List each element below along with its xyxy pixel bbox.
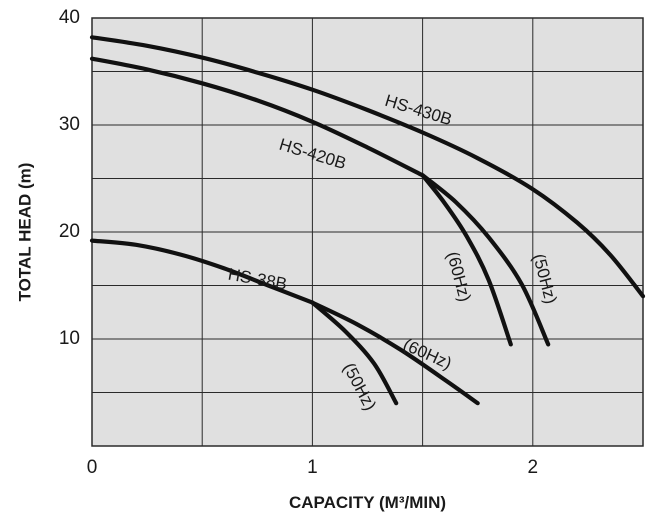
curve-6: [310, 300, 480, 406]
curve-4: [420, 173, 551, 347]
y-tick-label: 30: [59, 114, 80, 135]
y-tick-label: 10: [59, 328, 80, 349]
x-tick-label: 0: [87, 457, 98, 478]
y-axis-title: TOTAL HEAD (m): [15, 163, 34, 302]
x-axis-title: CAPACITY (M³/MIN): [289, 493, 446, 512]
curves: [89, 35, 646, 406]
curve-5: [89, 238, 315, 305]
curve-3: [420, 173, 513, 347]
y-tick-label: 40: [59, 7, 80, 28]
curve-7: [310, 300, 399, 406]
x-tick-label: 1: [307, 457, 318, 478]
y-tick-label: 20: [59, 221, 80, 242]
x-tick-label: 2: [528, 457, 539, 478]
curve-1: [89, 35, 646, 299]
tick-labels: 0 1 2 10 20 30 40: [59, 7, 538, 478]
curve-2: [89, 56, 425, 178]
